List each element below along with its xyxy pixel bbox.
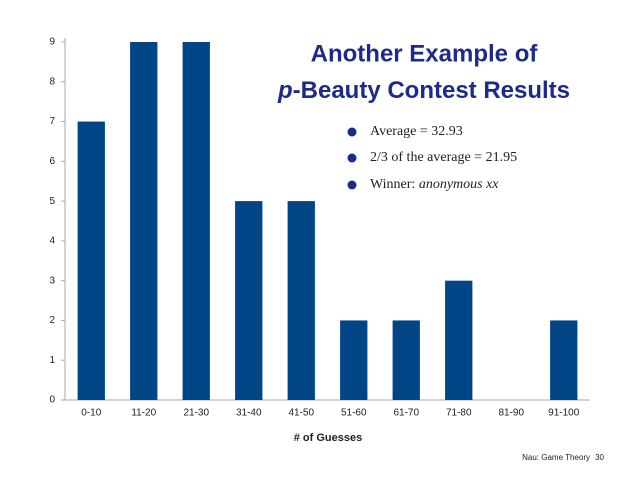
- x-tick-label: 31-40: [236, 408, 262, 419]
- bar: [445, 280, 473, 400]
- bullet-text: Average = 32.93: [370, 124, 463, 139]
- x-axis-label: # of Guesses: [294, 432, 362, 444]
- bar: [235, 201, 263, 400]
- bullet-dot: [347, 153, 357, 163]
- y-tick-label: 6: [49, 156, 55, 167]
- y-tick-label: 8: [49, 76, 55, 87]
- winner-label: Winner:: [370, 177, 415, 192]
- bar: [182, 42, 210, 400]
- y-tick-label: 7: [49, 116, 55, 127]
- x-tick-label: 61-70: [393, 408, 419, 419]
- y-tick-label: 1: [49, 355, 55, 366]
- title-rest: -Beauty Contest Results: [293, 77, 570, 104]
- bar: [77, 121, 105, 401]
- x-tick-label: 11-20: [131, 408, 156, 419]
- x-tick-label: 81-90: [498, 408, 524, 419]
- y-tick-label: 3: [49, 275, 55, 286]
- title-line: Another Example of: [311, 40, 539, 67]
- bullet-text: 2/3 of the average = 21.95: [370, 150, 517, 165]
- x-tick-label: 41-50: [288, 408, 314, 419]
- x-tick-label: 0-10: [81, 408, 101, 419]
- y-tick-label: 4: [49, 236, 55, 247]
- x-tick-label: 21-30: [183, 408, 209, 419]
- y-tick-label: 9: [49, 37, 55, 48]
- x-tick-label: 91-100: [548, 408, 580, 419]
- x-tick-label: 71-80: [446, 408, 472, 419]
- bullet-dot: [347, 180, 357, 190]
- bar: [550, 320, 578, 400]
- y-tick-label: 2: [49, 315, 55, 326]
- footer-page: 30: [595, 453, 604, 462]
- title-line: p-Beauty Contest Results: [277, 77, 570, 104]
- bullet-dot: [347, 127, 357, 137]
- footer-source: Nau: Game Theory: [522, 453, 590, 462]
- bullet-text: Winner: anonymous xx: [370, 177, 499, 192]
- x-tick-label: 51-60: [341, 408, 367, 419]
- y-tick-label: 5: [49, 196, 55, 207]
- bar: [287, 201, 315, 400]
- winner-name: anonymous xx: [419, 177, 499, 192]
- bar: [130, 42, 158, 400]
- bar: [392, 320, 420, 400]
- title-italic: p: [277, 77, 293, 104]
- y-tick-label: 0: [49, 395, 55, 406]
- bar: [340, 320, 368, 400]
